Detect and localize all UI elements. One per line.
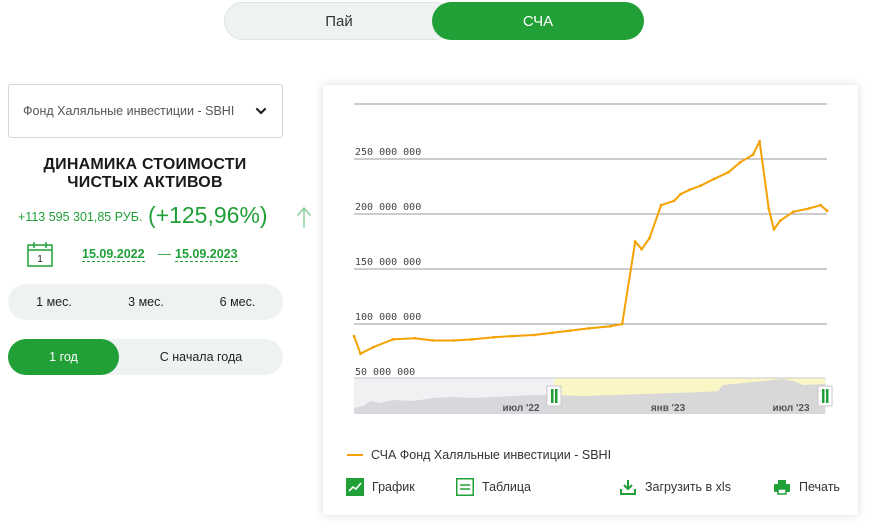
fund-select-value: Фонд Халяльные инвестиции - SBHI [23,104,235,118]
change-absolute: +113 595 301,85 РУБ. [18,210,143,224]
data-point [791,210,795,214]
data-point [452,339,456,342]
data-point [807,207,811,210]
data-point [372,345,375,349]
data-point [778,219,782,223]
data-point [738,160,742,164]
navigator-label: июл '22 [502,403,540,414]
data-point [751,153,755,156]
date-separator: — [158,246,171,261]
y-tick-label: 50 000 000 [355,367,415,378]
data-point [391,338,395,341]
y-tick-label: 250 000 000 [355,147,421,158]
period-1-year-button[interactable]: 1 год [8,339,119,375]
period-1-month-button[interactable]: 1 мес. [36,295,72,309]
page-title: ДИНАМИКА СТОИМОСТИ ЧИСТЫХ АКТИВОВ [10,156,280,192]
navigator-area [354,379,825,414]
y-tick-label: 200 000 000 [355,202,421,213]
legend-line-marker [347,454,363,456]
print-label: Печать [799,480,840,494]
view-table-label: Таблица [482,480,532,494]
arrow-up-icon [297,207,311,228]
navigator-handle-right[interactable] [817,385,833,407]
table-icon [456,478,474,496]
data-point [431,339,435,342]
period-ytd-button[interactable]: С начала года [159,350,243,364]
navigator-handle-left[interactable] [546,385,562,407]
data-point [532,333,536,337]
fund-select[interactable]: Фонд Халяльные инвестиции - SBHI [8,84,283,138]
data-point [413,336,417,340]
change-percent: (+125,96%) [148,202,268,228]
data-point [587,327,590,330]
data-point [688,188,691,192]
data-point [819,203,822,207]
data-point [609,324,612,328]
date-to[interactable]: 15.09.2023 [175,247,238,262]
data-point [640,247,644,251]
data-point [352,334,356,338]
data-point [767,207,771,210]
date-from[interactable]: 15.09.2022 [82,247,145,262]
data-point [659,203,663,207]
toggle-scha[interactable]: СЧА [432,2,644,40]
data-point [470,338,474,341]
period-group-short: 1 мес. 3 мес. 6 мес. [8,284,283,320]
chart-card: 50 000 000 100 000 000 150 000 000 200 000 … [323,85,858,515]
data-point [633,240,637,243]
print-button[interactable]: Печать [773,477,840,497]
download-xls-button[interactable]: Загрузить в xls [619,477,731,497]
change-row: +113 595 301,85 РУБ. (+125,96%) [18,202,318,232]
data-point [550,331,554,335]
y-tick-label: 100 000 000 [355,312,421,323]
data-point [648,236,651,240]
chart-navigator[interactable]: июл '22 янв '23 июл '23 [354,377,833,414]
calendar-icon[interactable]: 1 [26,240,54,268]
download-icon [620,480,636,495]
legend-label: СЧА Фонд Халяльные инвестиции - SBHI [371,448,612,462]
data-point [727,170,730,174]
data-point [679,192,682,196]
data-point [510,334,514,338]
data-point [699,184,703,187]
data-point [758,140,761,143]
period-group-long: 1 год С начала года [8,339,283,375]
printer-icon [774,480,790,495]
navigator-label: янв '23 [651,403,686,414]
calendar-day: 1 [37,254,43,265]
view-toggle: Пай СЧА [224,2,644,40]
data-point [772,228,776,231]
data-point [672,199,676,203]
data-point [825,209,829,213]
navigator-label: июл '23 [772,403,810,414]
page-title-line1: ДИНАМИКА СТОИМОСТИ [43,156,247,173]
chart-actions: График Таблица Загрузить в xls Печать [323,477,858,501]
data-point [620,322,624,326]
chart-legend[interactable]: СЧА Фонд Халяльные инвестиции - SBHI [347,448,611,462]
data-point [359,352,362,356]
view-graph-button[interactable]: График [346,477,415,497]
period-3-months-button[interactable]: 3 мес. [128,295,164,309]
page-title-line2: ЧИСТЫХ АКТИВОВ [67,174,223,191]
date-range: 1 15.09.2022 — 15.09.2023 [26,240,296,272]
line-chart-icon [346,478,364,496]
view-graph-label: График [372,480,415,494]
chevron-down-icon [255,107,267,115]
data-point [712,177,716,181]
download-xls-label: Загрузить в xls [645,480,731,494]
period-6-months-button[interactable]: 6 мес. [219,295,256,309]
data-point [492,335,496,339]
series-line-scha [353,140,828,355]
nav-chart: 50 000 000 100 000 000 150 000 000 200 000 … [352,103,833,414]
y-tick-label: 150 000 000 [355,257,421,268]
toggle-pai[interactable]: Пай [224,2,454,40]
view-table-button[interactable]: Таблица [456,477,531,497]
data-point [569,329,572,332]
